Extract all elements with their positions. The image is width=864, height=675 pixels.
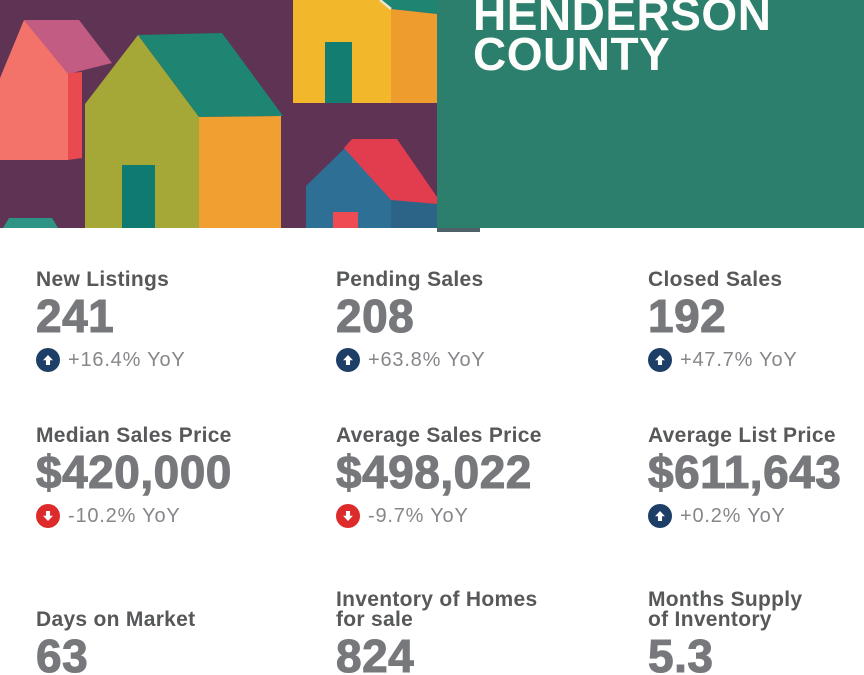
stat-new-listings: New Listings 241 +16.4% YoY — [35, 268, 331, 372]
stat-change: +16.4% YoY — [36, 348, 331, 372]
stat-value: 241 — [35, 290, 115, 342]
stat-label: Average Sales Price — [336, 424, 542, 447]
stat-label: Days on Market — [36, 608, 196, 631]
stat-value: 63 — [35, 630, 89, 675]
stat-median-sales-price: Median Sales Price $420,000 -10.2% YoY — [35, 424, 331, 528]
stat-inventory-of-homes: Inventory of Homes for sale 824 — [335, 588, 631, 675]
stat-label: Inventory of Homes — [336, 588, 538, 611]
stat-label: Median Sales Price — [36, 424, 232, 447]
stat-average-list-price: Average List Price $611,643 +0.2% YoY — [647, 424, 864, 528]
up-arrow-icon — [336, 348, 360, 372]
blue-house — [306, 139, 437, 228]
page-title: HENDERSON COUNTY — [473, 0, 772, 80]
up-arrow-icon — [648, 504, 672, 528]
stat-pending-sales: Pending Sales 208 +63.8% YoY — [335, 268, 631, 372]
stat-change: -10.2% YoY — [36, 504, 331, 528]
up-arrow-icon — [648, 348, 672, 372]
stat-label: Closed Sales — [648, 268, 783, 291]
stat-value: $420,000 — [35, 446, 232, 498]
salmon-house — [0, 20, 112, 160]
stat-value: $498,022 — [335, 446, 532, 498]
stat-change-text: +16.4% YoY — [68, 348, 186, 371]
houses-illustration — [0, 0, 437, 228]
yellow-house — [293, 0, 437, 103]
stat-change: +47.7% YoY — [648, 348, 864, 372]
up-arrow-icon — [36, 348, 60, 372]
title-panel: HENDERSON COUNTY — [437, 0, 864, 228]
stat-value: 208 — [335, 290, 415, 342]
bush — [3, 218, 58, 228]
panel-shadow — [437, 228, 480, 232]
stat-label-line2: of Inventory — [648, 608, 772, 631]
stat-value: 824 — [335, 630, 415, 675]
stat-value: 5.3 — [647, 630, 714, 675]
down-arrow-icon — [336, 504, 360, 528]
down-arrow-icon — [36, 504, 60, 528]
stat-value: $611,643 — [647, 446, 842, 498]
title-line-1: HENDERSON — [473, 0, 772, 40]
stat-label: Months Supply — [648, 588, 803, 611]
stat-change: -9.7% YoY — [336, 504, 631, 528]
stat-label: Pending Sales — [336, 268, 484, 291]
stat-change-text: +47.7% YoY — [680, 348, 798, 371]
stat-days-on-market: Days on Market 63 — [35, 588, 331, 675]
stat-change-text: +0.2% YoY — [680, 504, 786, 527]
olive-house — [85, 33, 283, 228]
stat-months-supply: Months Supply of Inventory 5.3 — [647, 588, 864, 675]
stat-value: 192 — [647, 290, 727, 342]
stat-change-text: +63.8% YoY — [368, 348, 486, 371]
title-line-2: COUNTY — [473, 28, 671, 80]
stat-label: Average List Price — [648, 424, 836, 447]
olive-house-door — [122, 165, 155, 228]
blue-house-door — [333, 212, 358, 228]
yellow-house-door — [325, 42, 352, 103]
stat-change: +0.2% YoY — [648, 504, 864, 528]
stat-label-lines: Months Supply of Inventory — [648, 588, 864, 630]
stat-average-sales-price: Average Sales Price $498,022 -9.7% YoY — [335, 424, 631, 528]
stat-change-text: -9.7% YoY — [368, 504, 469, 527]
stat-label-lines: Days on Market — [36, 588, 331, 630]
stat-change: +63.8% YoY — [336, 348, 631, 372]
stat-label-line2: for sale — [336, 608, 414, 631]
stat-change-text: -10.2% YoY — [68, 504, 181, 527]
stat-label: New Listings — [36, 268, 170, 291]
stat-closed-sales: Closed Sales 192 +47.7% YoY — [647, 268, 864, 372]
stat-label-lines: Inventory of Homes for sale — [336, 588, 631, 630]
